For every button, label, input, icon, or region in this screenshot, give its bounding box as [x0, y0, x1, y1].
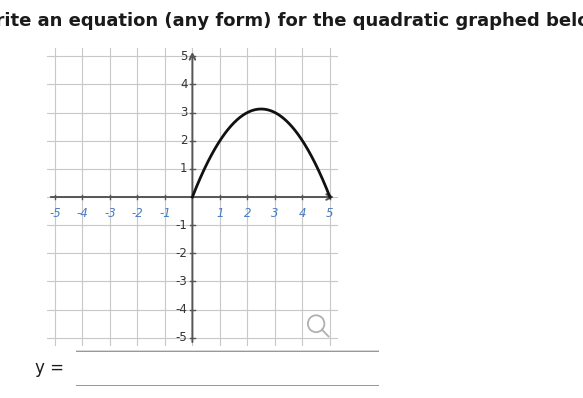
Text: 2: 2 [244, 207, 251, 220]
Text: 5: 5 [326, 207, 333, 220]
Text: -4: -4 [175, 303, 188, 316]
Text: -3: -3 [175, 275, 188, 288]
Text: 3: 3 [271, 207, 279, 220]
Text: 1: 1 [216, 207, 224, 220]
Text: -4: -4 [76, 207, 88, 220]
Text: -5: -5 [49, 207, 61, 220]
Text: -1: -1 [159, 207, 171, 220]
Text: 4: 4 [298, 207, 306, 220]
Text: -3: -3 [104, 207, 116, 220]
Text: 1: 1 [180, 162, 188, 176]
Text: -2: -2 [175, 247, 188, 260]
Text: 3: 3 [180, 106, 188, 119]
Text: Write an equation (any form) for the quadratic graphed below: Write an equation (any form) for the qua… [0, 12, 583, 30]
Text: 5: 5 [180, 50, 188, 63]
Text: -1: -1 [175, 219, 188, 232]
Text: 4: 4 [180, 78, 188, 91]
Text: 2: 2 [180, 134, 188, 147]
FancyBboxPatch shape [65, 351, 389, 386]
Text: -5: -5 [175, 331, 188, 344]
Text: -2: -2 [132, 207, 143, 220]
Text: y =: y = [35, 359, 64, 377]
